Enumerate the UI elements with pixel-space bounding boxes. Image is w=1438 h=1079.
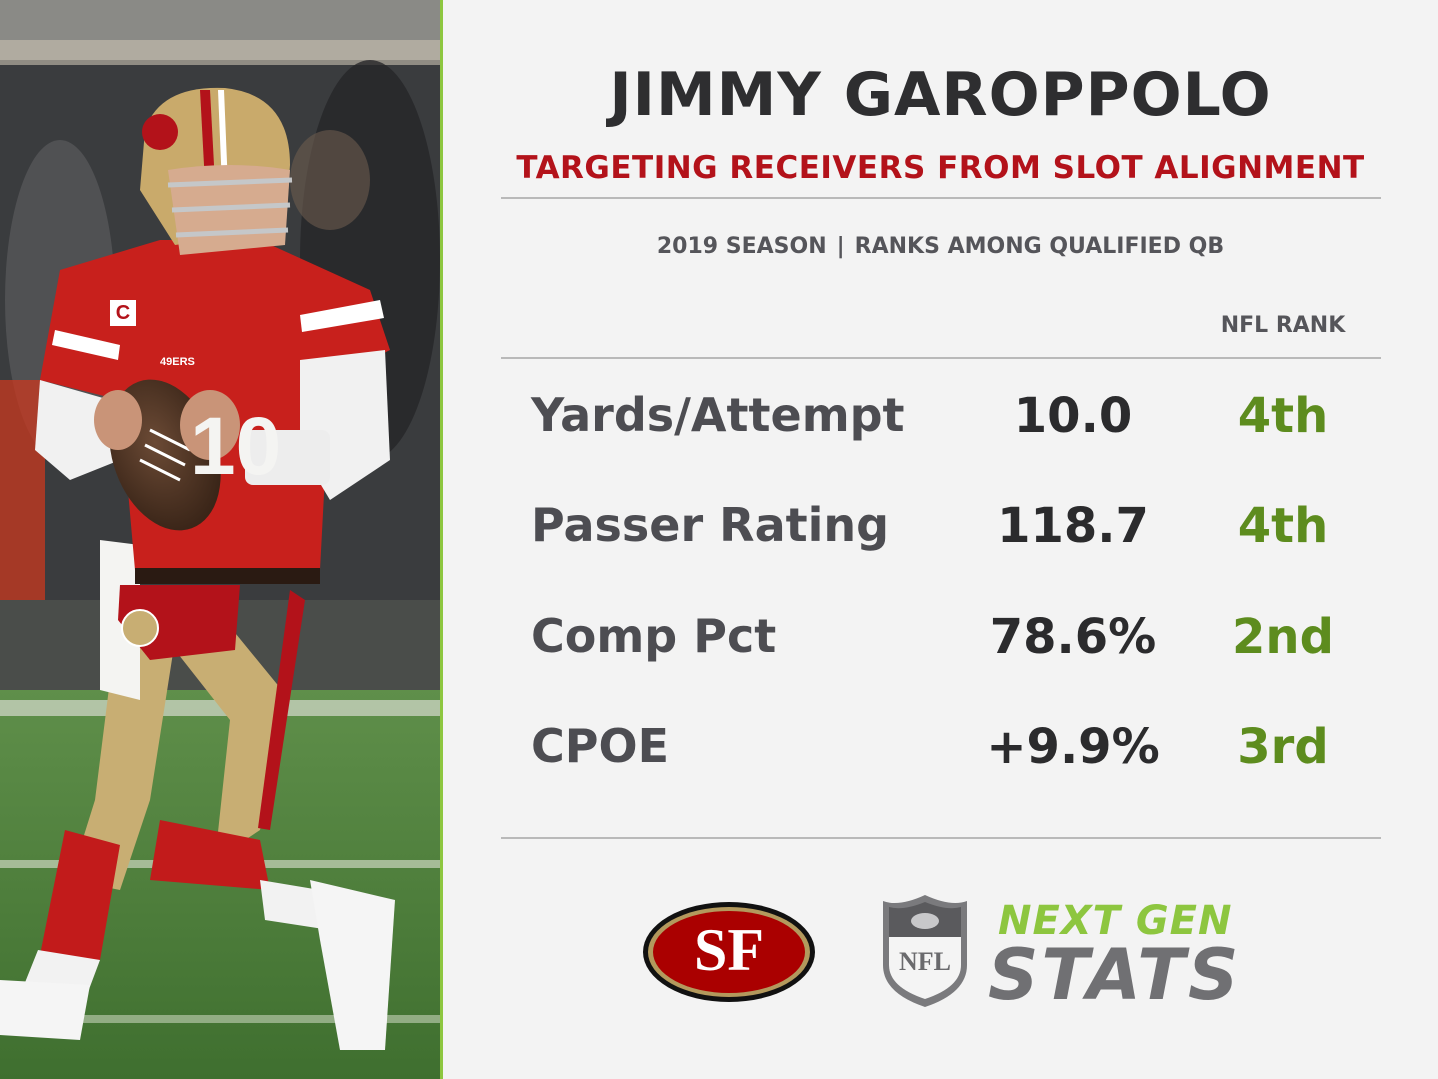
photo-divider [440,0,443,1079]
stat-value: 118.7 [997,498,1149,554]
player-photo: 10 C 49ERS [0,0,440,1079]
nfl-shield: NFL [879,893,971,1009]
ranks-note: RANKS AMONG QUALIFIED QB [854,234,1225,259]
stat-rank: 2nd [1232,609,1334,665]
jersey-wordmark: 49ERS [160,356,195,368]
jersey-number: 10 [190,401,282,492]
next-gen-stats-logo: NEXT GEN STATS [988,898,1278,1016]
season-label: 2019 SEASON [656,234,827,259]
stat-row-passer-rating: Passer Rating 118.7 4th [443,498,1438,578]
rank-column-header: NFL RANK [1220,313,1346,338]
nfl-shield-icon [883,895,967,1007]
brand-next-gen: NEXT GEN [998,898,1233,944]
stat-row-comp-pct: Comp Pct 78.6% 2nd [443,609,1438,689]
player-illustration [0,0,440,1079]
divider-top [501,197,1381,199]
nfl-shield-text: NFL [899,947,951,976]
team-logo-text: SF [693,917,765,983]
stat-rank: 4th [1237,388,1329,444]
captain-patch: C [110,300,136,326]
stat-value: +9.9% [986,719,1160,775]
season-context: 2019 SEASON | RANKS AMONG QUALIFIED QB [443,234,1438,259]
stat-subtitle: TARGETING RECEIVERS FROM SLOT ALIGNMENT [516,150,1365,186]
season-separator: | [836,234,845,259]
stat-label: Passer Rating [531,498,890,552]
stat-row-cpoe: CPOE +9.9% 3rd [443,719,1438,799]
team-oval-icon [643,902,815,1002]
team-logo: SF [641,900,817,1004]
stat-label: Comp Pct [531,609,777,663]
brand-stats: STATS [988,934,1242,1016]
player-name: JIMMY GAROPPOLO [609,60,1272,130]
stat-label: CPOE [531,719,669,773]
stat-value: 78.6% [989,609,1157,665]
stat-rank: 3rd [1237,719,1329,775]
stat-value: 10.0 [1013,388,1133,444]
stat-label: Yards/Attempt [531,388,905,442]
stats-panel: JIMMY GAROPPOLO TARGETING RECEIVERS FROM… [443,0,1438,1079]
divider-header [501,357,1381,359]
divider-bottom [501,837,1381,839]
stat-rank: 4th [1237,498,1329,554]
stat-row-yards-attempt: Yards/Attempt 10.0 4th [443,388,1438,468]
